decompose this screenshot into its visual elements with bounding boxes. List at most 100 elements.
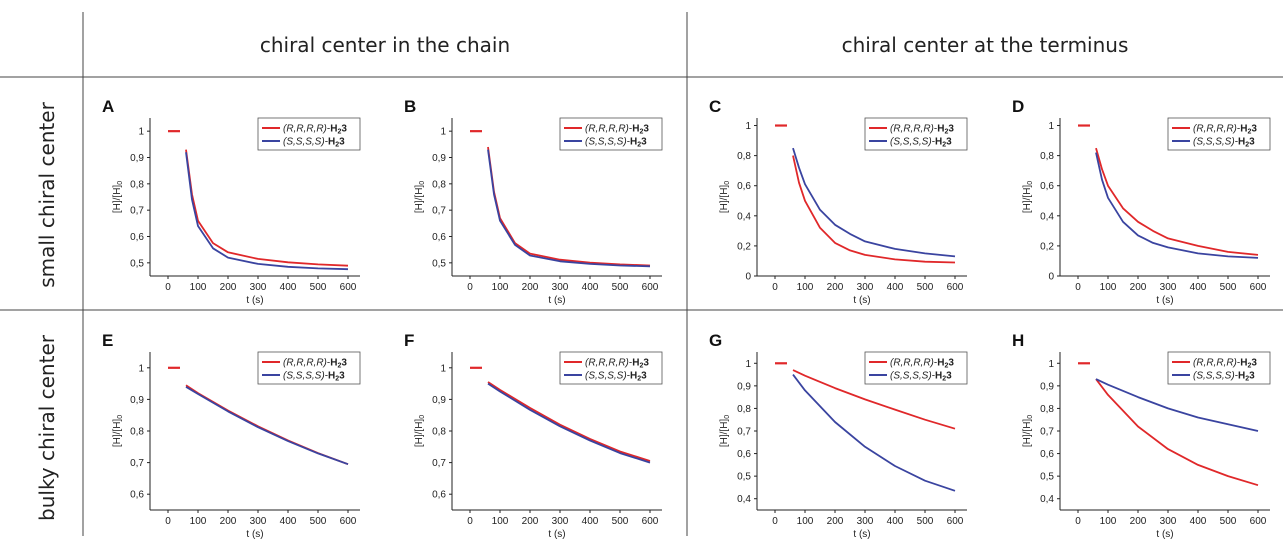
y-axis-label: [H]/[H]0 (719, 415, 731, 447)
y-tick-label: 0,9 (432, 395, 446, 406)
y-tick-label: 0,6 (432, 232, 446, 243)
series-line-rrrr (792, 155, 956, 264)
x-axis-label: t (s) (548, 295, 565, 306)
x-tick-label: 600 (340, 282, 357, 293)
x-tick-label: 400 (582, 516, 599, 527)
panel-d: D 0 100 200 300 400 500 600 0 0,2 0,4 0,6 0,8 1 t (s) [… (1012, 97, 1271, 306)
panel-label: G (709, 331, 722, 350)
y-tick-label: 1 (1048, 359, 1054, 370)
x-tick-label: 200 (220, 516, 237, 527)
legend-label: (S,S,S,S)-H23 (283, 371, 345, 383)
series-line-ssss (792, 147, 956, 258)
y-tick-label: 0,6 (130, 490, 144, 501)
x-tick-label: 300 (552, 282, 569, 293)
x-axis-label: t (s) (548, 529, 565, 540)
legend-label: (S,S,S,S)-H23 (890, 137, 952, 149)
x-tick-label: 0 (1075, 282, 1081, 293)
y-axis-label: [H]/[H]0 (414, 415, 426, 447)
x-tick-label: 300 (552, 516, 569, 527)
legend-label: (S,S,S,S)-H23 (1193, 137, 1255, 149)
y-tick-label: 0,7 (130, 458, 144, 469)
y-tick-label: 0,4 (1040, 494, 1054, 505)
y-tick-label: 0,6 (432, 490, 446, 501)
series-line-ssss (792, 374, 956, 492)
legend: (R,R,R,R)-H23(S,S,S,S)-H23 (1167, 351, 1271, 385)
x-tick-label: 500 (310, 282, 327, 293)
x-tick-label: 300 (857, 282, 874, 293)
y-tick-label: 0,9 (1040, 381, 1054, 392)
panel-b: B 0 100 200 300 400 500 600 0,5 0,6 0,7 0,8 0,9 1 t (s… (404, 97, 663, 306)
y-tick-label: 0,6 (1040, 449, 1054, 460)
legend-label: (R,R,R,R)-H23 (890, 124, 954, 136)
legend-box (559, 117, 663, 151)
x-tick-label: 300 (250, 516, 267, 527)
x-tick-label: 200 (827, 282, 844, 293)
x-tick-label: 0 (772, 282, 778, 293)
y-axis-label: [H]/[H]0 (112, 181, 124, 213)
y-tick-label: 0,7 (432, 458, 446, 469)
x-tick-label: 500 (917, 516, 934, 527)
x-tick-label: 0 (467, 282, 473, 293)
y-tick-label: 0 (1048, 272, 1054, 283)
legend: (R,R,R,R)-H23(S,S,S,S)-H23 (864, 351, 968, 385)
x-tick-label: 0 (1075, 516, 1081, 527)
x-tick-label: 400 (1190, 516, 1207, 527)
legend: (R,R,R,R)-H23(S,S,S,S)-H23 (1167, 117, 1271, 151)
legend-label: (R,R,R,R)-H23 (1193, 358, 1257, 370)
y-tick-label: 0,8 (737, 151, 751, 162)
panel-f: F 0 100 200 300 400 500 600 0,6 0,7 0,8 0,9 1 t (s) [H… (404, 331, 663, 540)
y-axis-label: [H]/[H]0 (414, 181, 426, 213)
x-tick-label: 400 (280, 282, 297, 293)
x-axis-label: t (s) (246, 295, 263, 306)
legend-box (257, 351, 361, 385)
x-tick-label: 100 (1100, 516, 1117, 527)
x-tick-label: 200 (522, 516, 539, 527)
y-tick-label: 0,2 (737, 241, 751, 252)
series-line-rrrr (1095, 147, 1259, 256)
y-tick-label: 0,8 (737, 404, 751, 415)
y-tick-label: 1 (440, 127, 446, 138)
x-tick-label: 500 (1220, 516, 1237, 527)
x-tick-label: 300 (1160, 516, 1177, 527)
x-axis-label: t (s) (853, 295, 870, 306)
x-tick-label: 100 (1100, 282, 1117, 293)
row-header-small: small chiral center (35, 101, 59, 287)
column-header-terminus: chiral center at the terminus (842, 33, 1129, 57)
y-tick-label: 0,9 (130, 153, 144, 164)
legend: (R,R,R,R)-H23(S,S,S,S)-H23 (257, 117, 361, 151)
series-line-rrrr (185, 384, 349, 466)
y-tick-label: 1 (745, 359, 751, 370)
panel-c: C 0 100 200 300 400 500 600 0 0,2 0,4 0,6 0,8 1 t (s) [… (709, 97, 968, 306)
x-tick-label: 100 (492, 516, 509, 527)
x-tick-label: 200 (220, 282, 237, 293)
y-tick-label: 0,8 (432, 179, 446, 190)
legend-label: (S,S,S,S)-H23 (890, 371, 952, 383)
legend-label: (R,R,R,R)-H23 (283, 358, 347, 370)
y-tick-label: 0,6 (737, 181, 751, 192)
legend-label: (R,R,R,R)-H23 (585, 358, 649, 370)
panel-g: G 0 100 200 300 400 500 600 0,4 0,5 0,6 0,7 0,8 0,9 1 t… (709, 331, 968, 540)
legend-label: (R,R,R,R)-H23 (283, 124, 347, 136)
legend-box (257, 117, 361, 151)
series-line-ssss (487, 149, 651, 268)
column-header-chain: chiral center in the chain (260, 33, 510, 57)
y-tick-label: 0,5 (1040, 472, 1054, 483)
y-tick-label: 0,7 (737, 427, 751, 438)
panel-e: E 0 100 200 300 400 500 600 0,6 0,7 0,8 0,9 1 t (s) [H… (102, 331, 361, 540)
series-line-rrrr (792, 369, 956, 430)
x-tick-label: 0 (165, 282, 171, 293)
y-tick-label: 0,7 (130, 206, 144, 217)
legend-box (1167, 351, 1271, 385)
y-tick-label: 0,8 (432, 427, 446, 438)
x-tick-label: 600 (642, 282, 659, 293)
x-axis-label: t (s) (1156, 529, 1173, 540)
x-tick-label: 300 (1160, 282, 1177, 293)
x-tick-label: 200 (1130, 516, 1147, 527)
x-axis-label: t (s) (246, 529, 263, 540)
x-tick-label: 600 (1250, 282, 1267, 293)
legend-box (864, 117, 968, 151)
x-tick-label: 600 (340, 516, 357, 527)
y-tick-label: 0,6 (737, 449, 751, 460)
